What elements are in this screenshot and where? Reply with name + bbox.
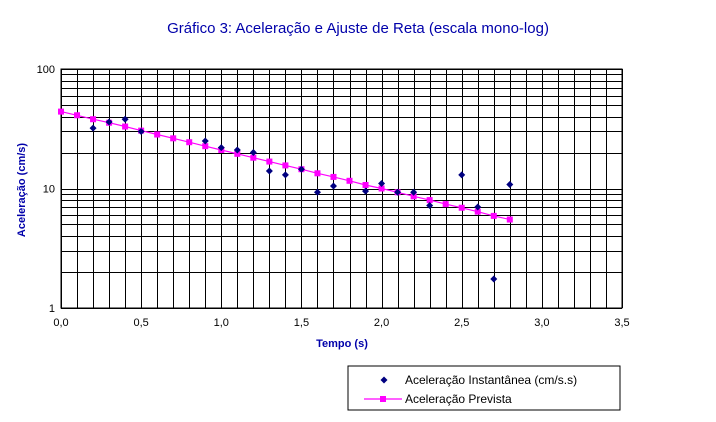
- instantaneous-point: [249, 149, 257, 157]
- instantaneous-point: [426, 202, 434, 210]
- grid: [61, 69, 623, 309]
- instantaneous-point: [394, 188, 402, 196]
- instantaneous-point: [297, 165, 305, 173]
- instantaneous-point: [281, 171, 289, 179]
- predicted-point: [410, 193, 417, 200]
- instantaneous-point: [201, 137, 209, 145]
- predicted-point: [506, 216, 513, 223]
- predicted-point: [314, 170, 321, 177]
- predicted-point: [122, 123, 129, 130]
- predicted-point: [74, 112, 81, 119]
- instantaneous-point: [490, 275, 498, 283]
- instantaneous-point: [313, 188, 321, 196]
- legend-label-predicted: Aceleração Prevista: [405, 392, 512, 406]
- y-axis-title: Aceleração (cm/s): [16, 143, 28, 237]
- instantaneous-point: [410, 188, 418, 196]
- legend-square: [380, 396, 386, 402]
- predicted-point: [170, 135, 177, 142]
- chart-title: Gráfico 3: Aceleração e Ajuste de Reta (…: [167, 20, 549, 37]
- instantaneous-point: [362, 187, 370, 195]
- legend-label-instantaneous: Aceleração Instantânea (cm/s.s): [405, 373, 577, 387]
- predicted-point: [58, 108, 64, 115]
- instantaneous-point: [329, 182, 337, 190]
- x-tick-label: 1,0: [214, 317, 229, 329]
- y-tick-label: 1: [49, 303, 55, 315]
- predicted-point: [234, 150, 241, 157]
- y-tick-labels: 1 10 100: [37, 64, 55, 315]
- x-tick-labels: 0,0 0,5 1,0 1,5 2,0 2,5 3,0 3,5: [53, 317, 629, 329]
- instantaneous-point: [458, 171, 466, 179]
- legend-box: [347, 365, 621, 411]
- predicted-point: [458, 204, 465, 211]
- legend-marker-instantaneous: [380, 376, 388, 384]
- series-instantaneous: [89, 115, 514, 283]
- predicted-point: [266, 158, 273, 165]
- legend-diamond: [380, 376, 388, 384]
- x-tick-label: 3,5: [614, 317, 629, 329]
- legend: Aceleração Instantânea (cm/s.s) Aceleraç…: [347, 365, 621, 411]
- instantaneous-point: [265, 167, 273, 175]
- legend-marker-predicted: [364, 396, 402, 402]
- x-tick-label: 2,0: [374, 317, 389, 329]
- instantaneous-point: [506, 181, 514, 189]
- predicted-point: [426, 197, 433, 204]
- x-tick-label: 0,0: [53, 317, 68, 329]
- predicted-point: [346, 177, 353, 184]
- predicted-point: [186, 139, 193, 146]
- predicted-point: [250, 154, 257, 161]
- predicted-point: [362, 181, 369, 188]
- predicted-point: [282, 162, 289, 169]
- predicted-point: [90, 116, 97, 123]
- y-tick-label: 10: [43, 184, 55, 196]
- instantaneous-point: [89, 124, 97, 132]
- predicted-point: [378, 185, 385, 192]
- instantaneous-point: [233, 146, 241, 154]
- instantaneous-point: [474, 203, 482, 211]
- x-tick-label: 1,5: [294, 317, 309, 329]
- plot-area: [60, 68, 623, 309]
- predicted-point: [490, 212, 497, 219]
- predicted-point: [154, 131, 161, 138]
- x-tick-label: 3,0: [534, 317, 549, 329]
- predicted-point: [474, 208, 481, 215]
- instantaneous-point: [105, 118, 113, 126]
- instantaneous-point: [378, 180, 386, 188]
- predicted-point: [330, 173, 337, 180]
- predicted-point: [202, 143, 209, 150]
- instantaneous-point: [217, 144, 225, 152]
- x-tick-label: 2,5: [454, 317, 469, 329]
- x-tick-label: 0,5: [133, 317, 148, 329]
- y-tick-label: 100: [37, 64, 55, 76]
- instantaneous-point: [121, 115, 129, 123]
- x-axis-title: Tempo (s): [316, 338, 368, 350]
- predicted-point: [442, 201, 449, 208]
- instantaneous-point: [137, 127, 145, 135]
